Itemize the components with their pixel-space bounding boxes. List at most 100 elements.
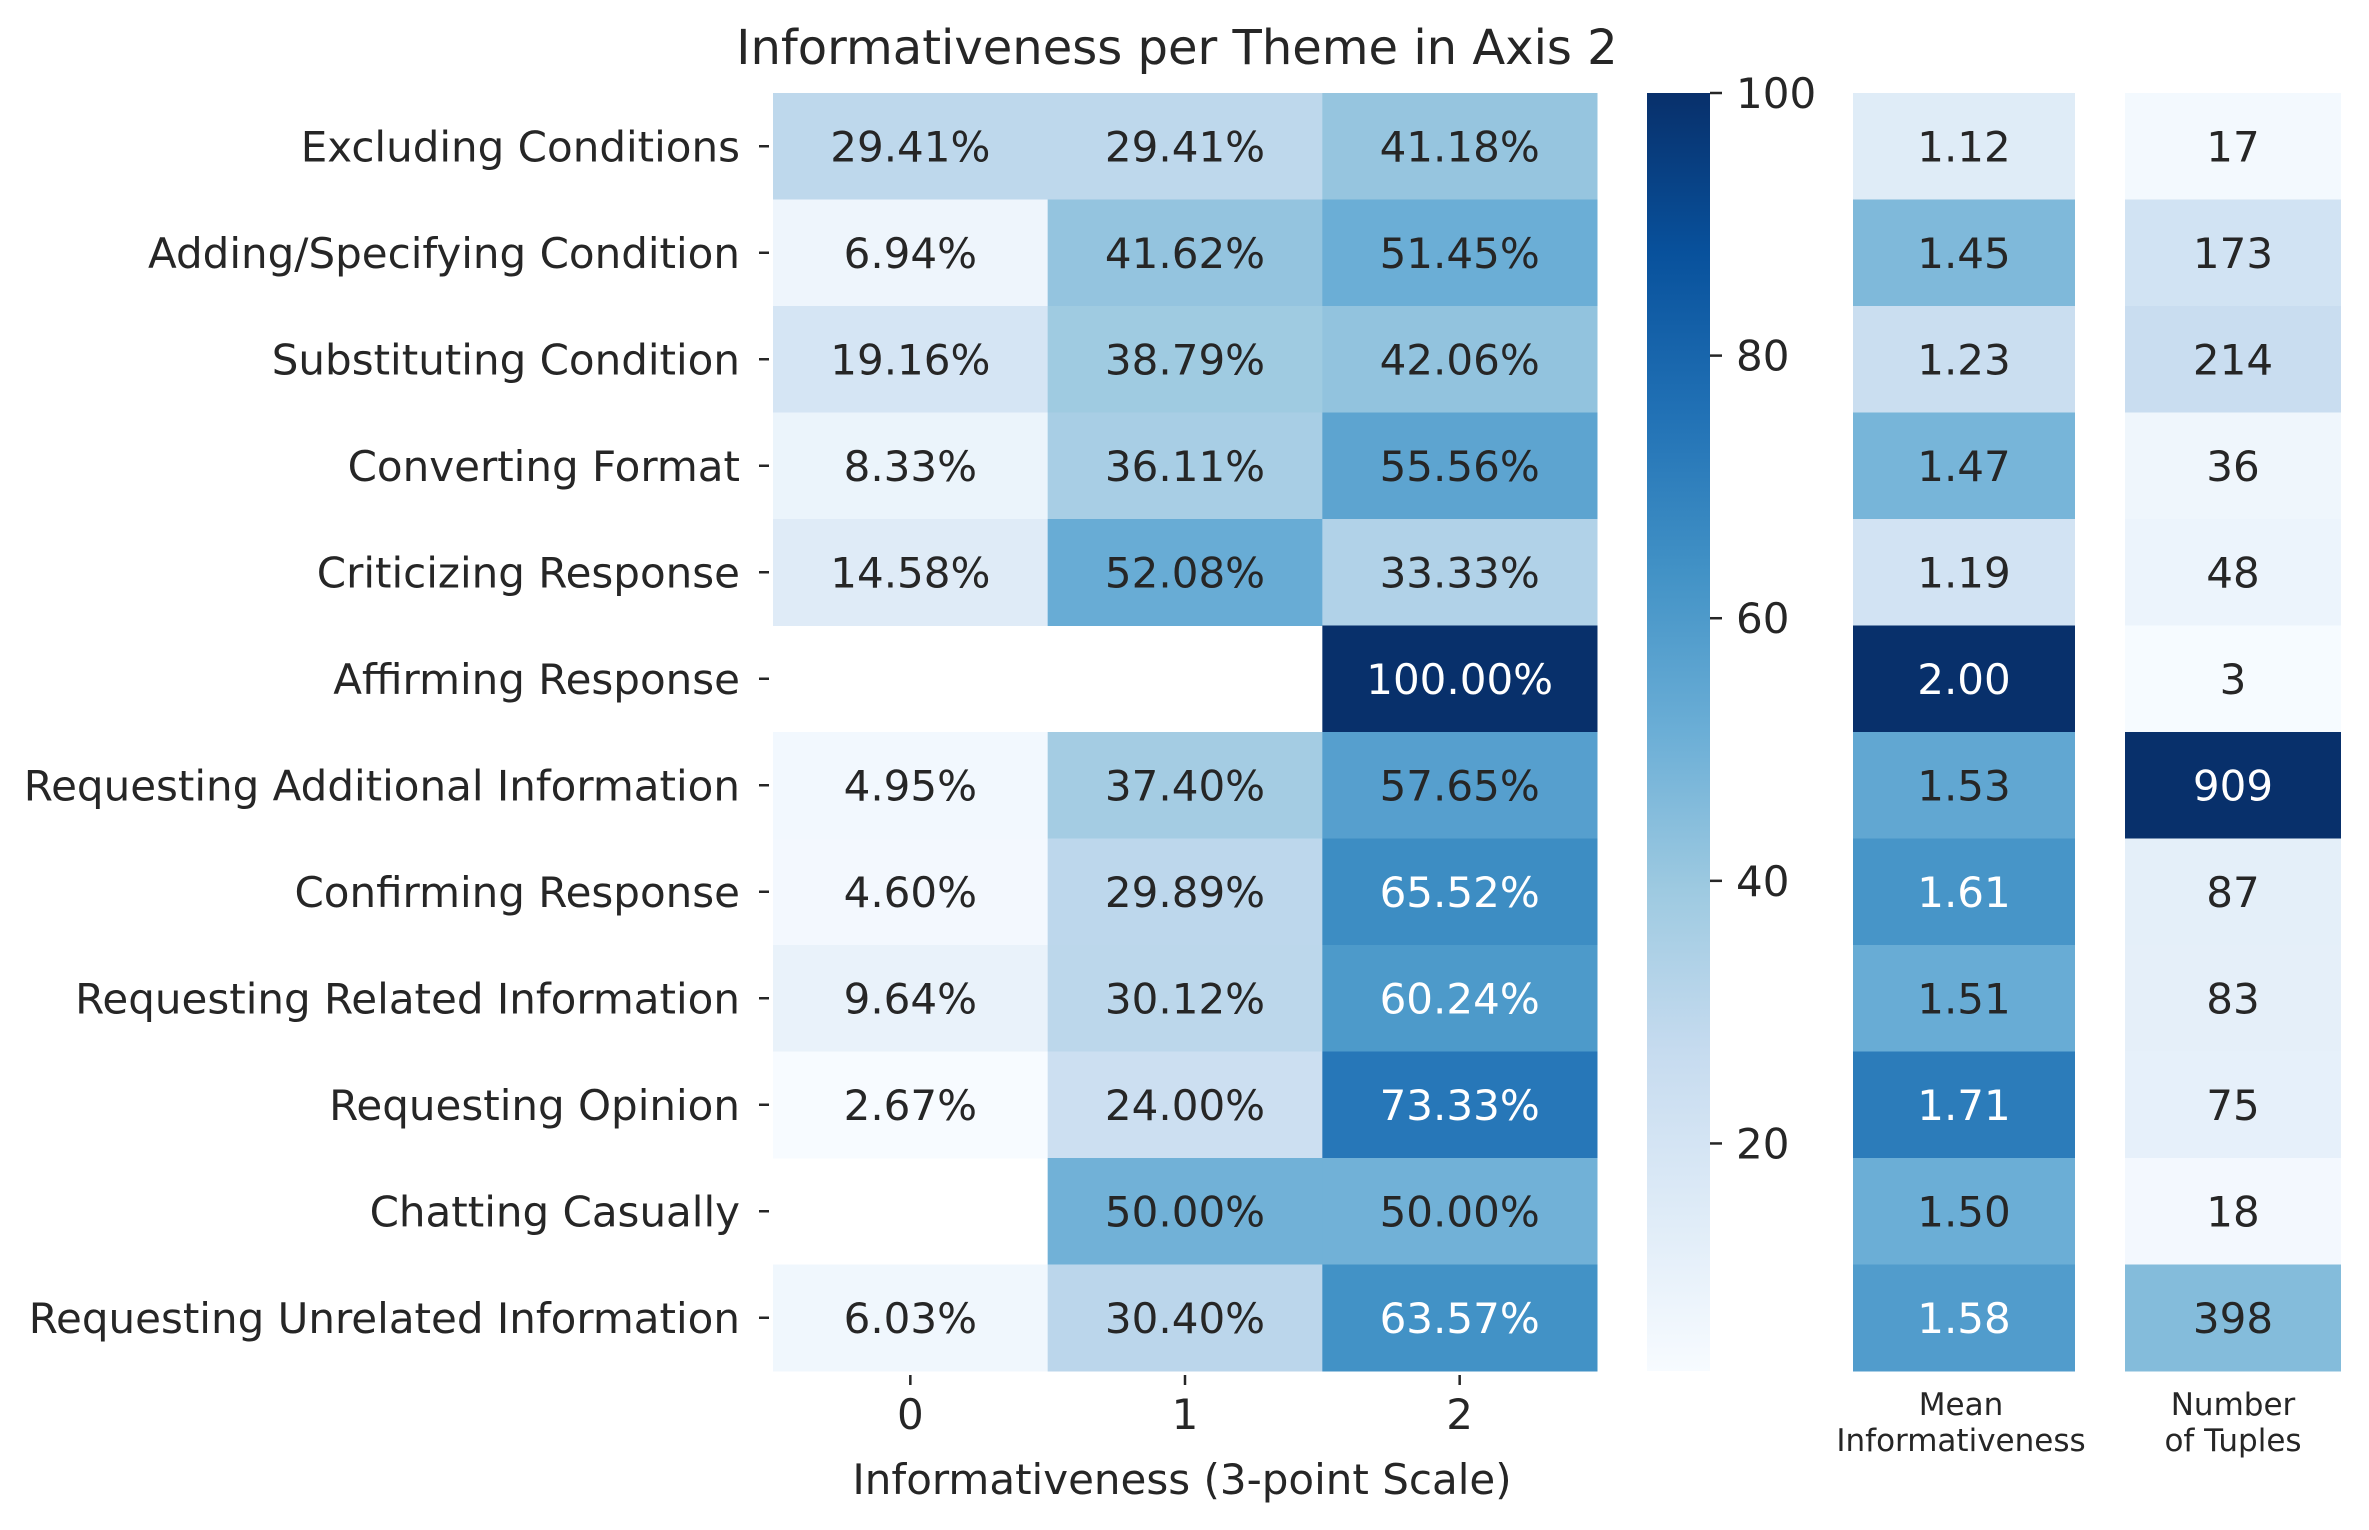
side-cell [2125, 838, 2341, 946]
heatmap-cell [1047, 306, 1323, 413]
column-tick-label: 2 [1446, 1390, 1473, 1439]
side-cell-label: 1.61 [1917, 868, 2011, 917]
heatmap-cell [1322, 93, 1598, 200]
colorbar: 20 40 60 80 100 [1647, 69, 1816, 1371]
side-cell [2125, 519, 2341, 626]
cell-value-label: 100.00% [1366, 655, 1553, 704]
cell-value-label: 30.12% [1105, 974, 1265, 1023]
mean-header-line2: Informativeness [1836, 1423, 2085, 1459]
heatmap-cell [1047, 93, 1323, 200]
side-cell [1853, 199, 2075, 307]
side-cell-label: 1.45 [1917, 229, 2011, 278]
side-cell [1853, 732, 2075, 839]
column-ticks: 0 1 2 [897, 1375, 1473, 1439]
row-label: Requesting Opinion [329, 1081, 740, 1130]
heatmap-cell [1322, 625, 1598, 733]
side-cell [2125, 1264, 2341, 1372]
heatmap-cell [773, 199, 1049, 307]
cell-value-label: 29.41% [1105, 122, 1265, 171]
side-cell [2125, 625, 2341, 733]
cell-value-label: 42.06% [1380, 335, 1540, 384]
heatmap-cell [773, 945, 1049, 1052]
cell-value-label: 55.56% [1380, 442, 1540, 491]
heatmap-cell [1322, 519, 1598, 626]
heatmap-cell [773, 1051, 1049, 1159]
heatmap-cell [1047, 412, 1323, 520]
cell-value-label: 52.08% [1105, 548, 1265, 597]
side-cell [2125, 93, 2341, 200]
cell-value-label: 60.24% [1380, 974, 1540, 1023]
heatmap-cell [773, 306, 1049, 413]
row-label: Adding/Specifying Condition [148, 229, 740, 278]
mean-informativeness-panel: Mean Informativeness 1.12 1.45 1.23 1.47 1.1… [1836, 93, 2086, 1459]
count-header-line2: of Tuples [2164, 1423, 2301, 1459]
cell-value-label: 29.41% [830, 122, 990, 171]
side-cell-label: 1.58 [1917, 1294, 2011, 1343]
cell-value-label: 63.57% [1380, 1294, 1540, 1343]
colorbar-tick-label: 40 [1736, 857, 1789, 906]
heatmap-cell [1322, 199, 1598, 307]
side-cell [1853, 1264, 2075, 1372]
heatmap-cell [1047, 1051, 1323, 1159]
row-label: Substituting Condition [272, 335, 740, 384]
cell-value-label: 8.33% [844, 442, 977, 491]
heatmap-cell [1322, 306, 1598, 413]
heatmap-cell [773, 93, 1049, 200]
heatmap-cell [1047, 732, 1323, 839]
side-cell [1853, 519, 2075, 626]
row-label: Criticizing Response [317, 548, 740, 597]
chart-title: Informativeness per Theme in Axis 2 [736, 20, 1617, 76]
heatmap-cell [1322, 1158, 1598, 1265]
row-label: Excluding Conditions [301, 122, 740, 171]
cell-value-label: 50.00% [1105, 1187, 1265, 1236]
cell-value-label: 57.65% [1380, 761, 1540, 810]
side-cell-label: 87 [2206, 868, 2259, 917]
side-cell [1853, 412, 2075, 520]
heatmap-cell [1322, 945, 1598, 1052]
heatmap-cell [1322, 412, 1598, 520]
cell-value-label: 29.89% [1105, 868, 1265, 917]
cell-value-label: 14.58% [830, 548, 990, 597]
side-cell-label: 36 [2206, 442, 2259, 491]
side-cell [1853, 1158, 2075, 1265]
heatmap-cell [1047, 519, 1323, 626]
heatmap-cell [1047, 945, 1323, 1052]
side-cell [2125, 1051, 2341, 1159]
heatmap-cell [1322, 1264, 1598, 1372]
side-cell-label: 1.23 [1917, 335, 2011, 384]
cell-value-label: 9.64% [844, 974, 977, 1023]
row-label: Chatting Casually [370, 1187, 740, 1236]
heatmap-cell [1047, 838, 1323, 946]
side-cell [1853, 306, 2075, 413]
heatmap-cell [773, 838, 1049, 946]
side-cell [2125, 945, 2341, 1052]
heatmap-cell [773, 519, 1049, 626]
side-cell-label: 83 [2206, 974, 2259, 1023]
cell-value-label: 65.52% [1380, 868, 1540, 917]
colorbar-tick-label: 100 [1736, 69, 1816, 118]
heatmap-cell [1322, 732, 1598, 839]
cell-value-label: 73.33% [1380, 1081, 1540, 1130]
count-header-line1: Number [2171, 1387, 2296, 1423]
colorbar-tick-label: 20 [1736, 1119, 1789, 1168]
cell-value-label: 37.40% [1105, 761, 1265, 810]
cell-value-label: 6.03% [844, 1294, 977, 1343]
side-cell-label: 1.47 [1917, 442, 2011, 491]
cell-value-label: 36.11% [1105, 442, 1265, 491]
mean-header-line1: Mean [1919, 1387, 2003, 1423]
cell-value-label: 51.45% [1380, 229, 1540, 278]
cell-value-label: 24.00% [1105, 1081, 1265, 1130]
heatmap-cell [773, 732, 1049, 839]
side-cell-label: 398 [2193, 1294, 2273, 1343]
side-cell-label: 1.71 [1917, 1081, 2011, 1130]
side-cell-label: 75 [2206, 1081, 2259, 1130]
cell-value-label: 33.33% [1380, 548, 1540, 597]
colorbar-gradient [1647, 93, 1710, 1371]
side-cell [2125, 1158, 2341, 1265]
x-axis-label: Informativeness (3-point Scale) [852, 1455, 1511, 1504]
heatmap-cell [1047, 199, 1323, 307]
cell-value-label: 41.62% [1105, 229, 1265, 278]
side-cell-label: 909 [2193, 761, 2273, 810]
cell-value-label: 50.00% [1380, 1187, 1540, 1236]
